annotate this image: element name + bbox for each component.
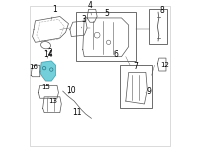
Text: 14: 14 [44, 50, 53, 59]
Text: 7: 7 [133, 62, 138, 71]
Text: 12: 12 [160, 62, 169, 68]
Text: 6: 6 [113, 50, 118, 59]
Text: 8: 8 [159, 6, 164, 15]
Text: 4: 4 [88, 1, 92, 15]
Text: 1: 1 [51, 5, 56, 19]
Text: 9: 9 [146, 87, 151, 96]
Text: 3: 3 [81, 15, 87, 28]
Bar [76, 12, 136, 61]
Text: 15: 15 [41, 84, 50, 90]
Text: 13: 13 [48, 98, 57, 104]
Text: 2: 2 [46, 48, 52, 57]
Text: 10: 10 [67, 86, 76, 95]
Text: 16: 16 [30, 64, 39, 70]
Bar [149, 9, 167, 44]
Text: 11: 11 [72, 108, 82, 117]
Text: 5: 5 [105, 9, 110, 18]
Bar [120, 65, 152, 108]
Polygon shape [40, 61, 56, 81]
Ellipse shape [41, 42, 50, 49]
